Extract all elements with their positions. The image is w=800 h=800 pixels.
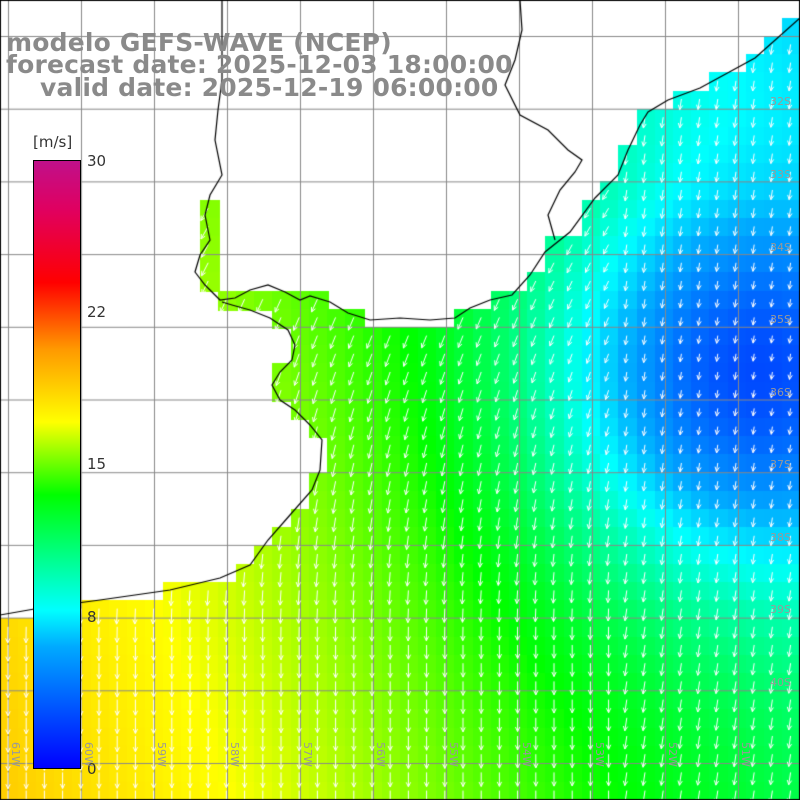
colorbar-tick-0: 0 [87,760,97,778]
lon-label-58w: 58W [228,742,241,767]
lon-label-57w: 57W [301,742,314,767]
lon-label-54w: 54W [520,742,533,767]
colorbar-tick-8: 8 [87,608,97,626]
lat-label-34s: 34S [770,241,791,254]
lat-label-36s: 36S [770,386,791,399]
lat-label-37s: 37S [770,458,791,471]
lon-label-51w: 51W [739,742,752,767]
lon-label-52w: 52W [666,742,679,767]
colorbar-tick-22: 22 [87,303,107,321]
lat-label-39s: 39S [770,603,791,616]
lat-label-38s: 38S [770,531,791,544]
colorbar [33,160,81,769]
colorbar-unit: [m/s] [33,133,73,151]
lon-label-60w: 60W [82,742,95,767]
lat-label-35s: 35S [770,313,791,326]
forecast-date: forecast date: 2025-12-03 18:00:00 [6,50,513,79]
lat-label-32s: 32S [770,95,791,108]
lon-label-53w: 53W [593,742,606,767]
lat-label-40s: 40S [770,676,791,689]
colorbar-tick-15: 15 [87,455,107,473]
model-title: modelo GEFS-WAVE (NCEP) [6,28,392,57]
lon-label-55w: 55W [447,742,460,767]
colorbar-tick-30: 30 [87,152,107,170]
lon-label-59w: 59W [155,742,168,767]
lon-label-56w: 56W [374,742,387,767]
lat-label-33s: 33S [770,168,791,181]
valid-date: valid date: 2025-12-19 06:00:00 [40,73,499,102]
lon-label-61w: 61W [9,742,22,767]
